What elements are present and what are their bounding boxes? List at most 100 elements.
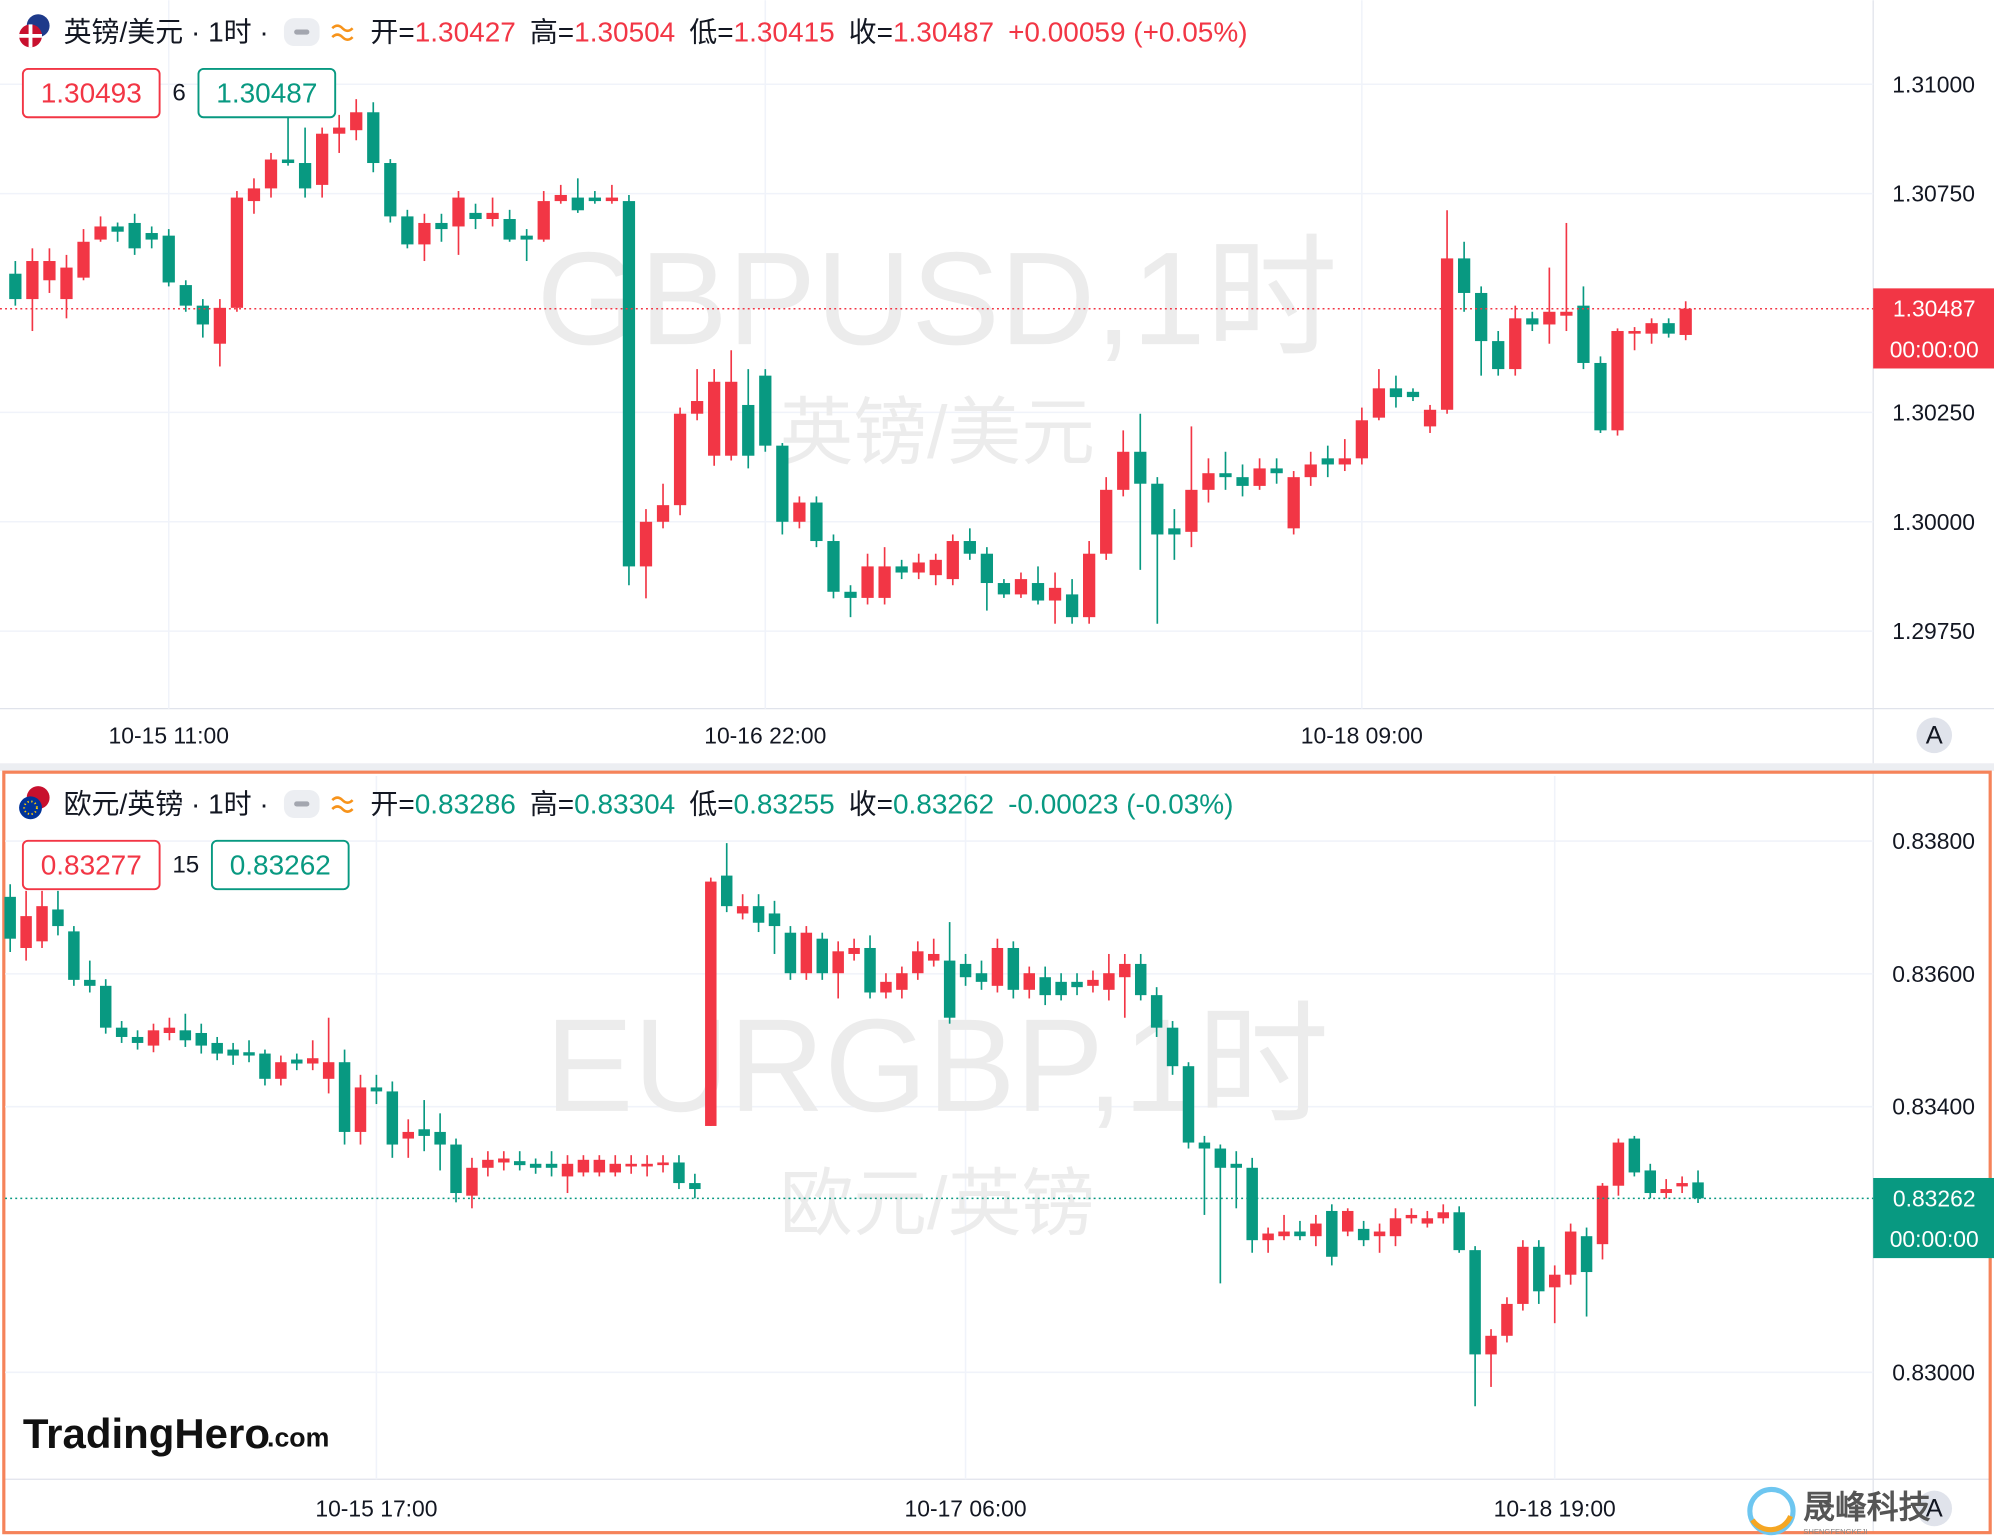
auto-scale-button[interactable]: [1916, 717, 1953, 754]
candle-body: [1023, 973, 1035, 990]
y-tick-label: 0.83000: [1892, 1359, 1975, 1385]
candle-body: [1253, 468, 1266, 486]
candle-body: [742, 404, 755, 456]
ohlc-label: 收=: [849, 17, 893, 48]
candle-body: [384, 163, 397, 217]
candle-body: [1100, 489, 1113, 554]
y-tick-label: 0.83400: [1892, 1094, 1975, 1120]
candle-body: [776, 445, 789, 522]
candle-body: [1580, 1236, 1593, 1273]
candle-body: [94, 226, 107, 240]
candle-body: [9, 273, 22, 300]
candle-body: [486, 212, 499, 220]
candle-body: [1660, 1189, 1672, 1194]
ohlc-value: 0.83286: [415, 788, 516, 819]
y-tick-label: 1.30250: [1892, 399, 1975, 425]
candle-body: [418, 222, 431, 245]
candle-body: [77, 241, 90, 278]
candle-body: [673, 413, 687, 506]
candle-body: [1596, 1185, 1609, 1245]
candle-body: [946, 541, 959, 580]
candle-body: [991, 947, 1004, 986]
candle-body: [1287, 477, 1300, 529]
corner-logo-sub: SHENGFENGKEJI: [1803, 1527, 1867, 1536]
candle-body: [943, 960, 956, 1018]
symbol-title: 英镑/美元 · 1时 ·: [64, 17, 269, 48]
ohlc-label: 低=: [689, 788, 733, 819]
candle-body: [1389, 388, 1403, 398]
buy-price: 0.83262: [230, 850, 331, 881]
auto-scale-label: A: [1926, 1494, 1943, 1522]
candle-body: [1560, 311, 1573, 316]
candle-body: [370, 1087, 383, 1092]
candle-body: [1628, 1138, 1641, 1173]
candle-body: [848, 947, 860, 954]
candle-body: [577, 1159, 590, 1173]
candle-body: [354, 1087, 367, 1132]
candle-body: [1644, 1170, 1656, 1194]
candle-body: [68, 931, 80, 980]
y-tick-label: 1.30750: [1892, 181, 1975, 207]
candle-body: [243, 1052, 255, 1056]
brand-logo-suffix: .com: [267, 1422, 329, 1452]
countdown-label: 00:00:00: [1890, 1226, 1979, 1252]
candle-body: [1134, 451, 1147, 484]
candle-body: [1304, 464, 1317, 478]
candle-body: [827, 541, 840, 592]
candle-body: [832, 951, 844, 974]
candle-body: [1679, 308, 1692, 335]
candle-body: [705, 881, 717, 1126]
candle-body: [1509, 318, 1522, 370]
x-tick-label: 10-16 22:00: [704, 722, 826, 748]
candle-body: [861, 566, 874, 598]
auto-scale-button[interactable]: [1916, 1490, 1953, 1527]
candle-body: [1119, 963, 1131, 978]
candle-body: [1501, 1303, 1513, 1336]
candle-body: [1533, 1246, 1545, 1292]
candle-body: [26, 261, 39, 300]
watermark-sub: 欧元/英镑: [779, 1162, 1095, 1245]
candle-body: [1236, 477, 1249, 486]
ohlc-label: 高=: [530, 788, 574, 819]
candle-body: [593, 1159, 606, 1173]
candle-body: [736, 906, 749, 914]
candle-body: [1031, 583, 1045, 601]
candle-body: [466, 1167, 478, 1196]
spread: 6: [172, 80, 185, 107]
candle-body: [1048, 587, 1062, 601]
ohlc-value: 0.83304: [574, 788, 675, 819]
candle-body: [402, 1131, 414, 1139]
candle-body: [1117, 451, 1130, 490]
ohlc-value: 1.30487: [893, 17, 994, 48]
candle-body: [720, 875, 733, 907]
candle-body: [1543, 311, 1556, 325]
candle-body: [128, 222, 141, 249]
candle-body: [816, 938, 828, 974]
candle-body: [162, 235, 175, 283]
candle-body: [316, 133, 329, 185]
candle-body: [513, 1161, 526, 1166]
candle-body: [1469, 1250, 1481, 1355]
candle-body: [1151, 483, 1164, 535]
candle-body: [588, 197, 601, 202]
candle-body: [20, 916, 32, 948]
candle-body: [179, 285, 192, 306]
y-tick-label: 0.83600: [1892, 961, 1975, 987]
candle-body: [963, 541, 976, 554]
candle-body: [52, 909, 64, 927]
candle-body: [1485, 1335, 1497, 1355]
candle-body: [1246, 1167, 1258, 1241]
ohlc-label: 高=: [530, 17, 574, 48]
candle-body: [1039, 977, 1051, 996]
last-price-label: 0.83262: [1893, 1185, 1976, 1211]
compare-icon: [331, 796, 354, 813]
candle-body: [264, 159, 278, 189]
buy-box: [210, 839, 350, 891]
candle-body: [195, 1032, 207, 1046]
candle-body: [997, 583, 1011, 595]
candle-body: [60, 267, 73, 300]
candle-body: [1270, 468, 1283, 474]
candle-body: [1357, 1228, 1370, 1241]
